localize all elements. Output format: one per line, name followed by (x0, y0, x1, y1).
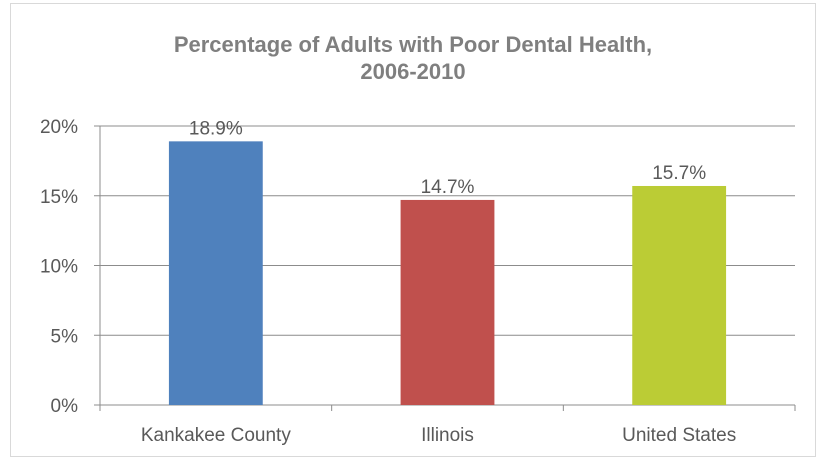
y-tick-label: 15% (40, 187, 78, 208)
x-tick-label: United States (622, 425, 736, 446)
x-tick-label: Illinois (421, 425, 474, 446)
bar (400, 199, 495, 405)
chart-title: Percentage of Adults with Poor Dental He… (173, 32, 653, 84)
y-tick-label: 0% (51, 396, 79, 417)
data-label: 14.7% (421, 177, 475, 198)
bar (168, 141, 263, 405)
x-tick-label: Kankakee County (141, 425, 291, 446)
y-tick-label: 10% (40, 257, 78, 278)
data-label: 15.7% (652, 163, 706, 184)
bar (632, 185, 727, 405)
y-tick-label: 20% (40, 117, 78, 138)
data-label: 18.9% (189, 118, 243, 139)
y-tick-label: 5% (51, 326, 79, 347)
